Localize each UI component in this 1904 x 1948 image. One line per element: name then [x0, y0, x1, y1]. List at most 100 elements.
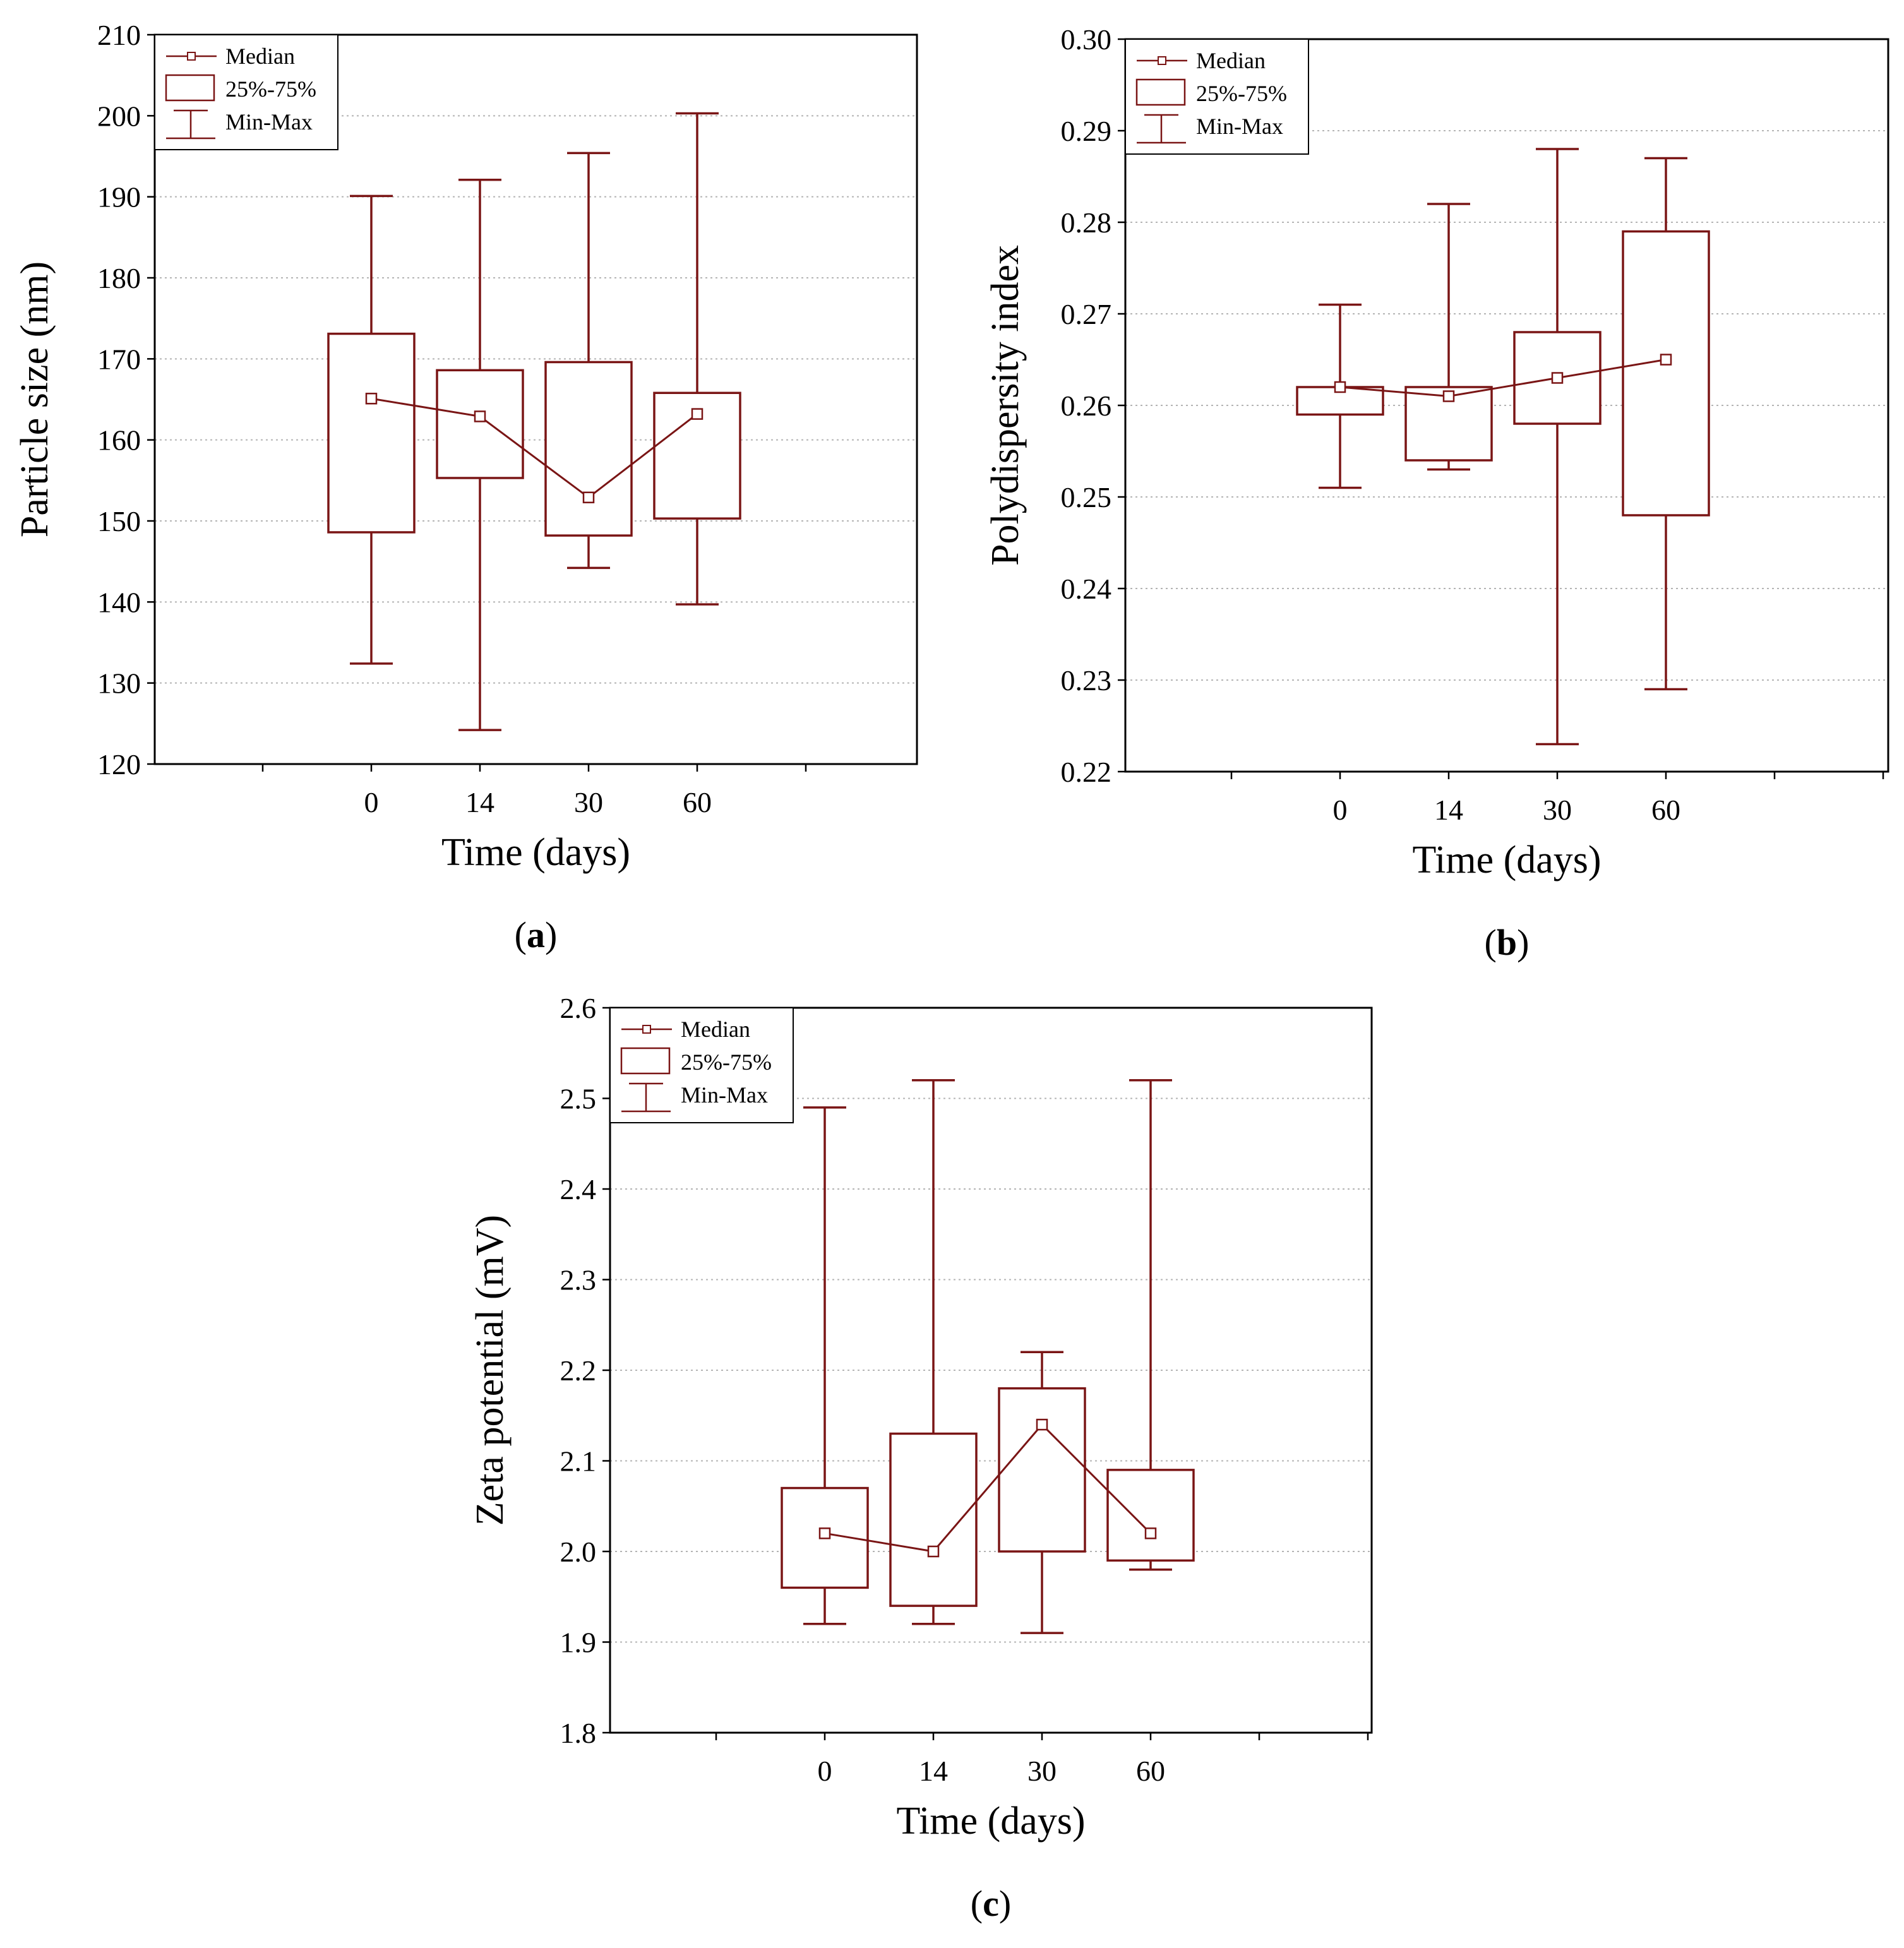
y-tick-label: 130 — [97, 667, 141, 700]
legend: Median 25%-75% Min-Max — [1125, 39, 1309, 155]
panel-label: (c) — [971, 1883, 1011, 1924]
chart-panel-b: 0.22 0.23 0.24 0.25 0.26 0.27 0.28 0.29 0.30 0 14 3… — [984, 23, 1889, 963]
y-tick-label: 0.29 — [1061, 115, 1112, 147]
median-marker — [691, 408, 704, 420]
median-marker — [582, 491, 595, 504]
x-tick-label: 60 — [683, 786, 712, 818]
median-line — [824, 1423, 1152, 1553]
y-axis-label: Particle size (nm) — [13, 261, 56, 537]
median-marker — [1442, 390, 1455, 402]
median-marker — [1660, 354, 1672, 366]
iqr-box — [889, 1432, 978, 1607]
panel-label-part: ) — [545, 914, 557, 955]
median-marker — [818, 1527, 831, 1539]
y-axis-label: Polydispersity index — [984, 245, 1027, 566]
y-tick-label: 2.4 — [560, 1173, 597, 1205]
panel-label-part: ( — [1485, 922, 1497, 963]
boxplot-0 — [1296, 303, 1384, 489]
boxplot-30 — [998, 1351, 1086, 1634]
panel-label-part: c — [983, 1883, 999, 1924]
panel-label-part: ) — [1517, 922, 1529, 963]
boxplot-60 — [1106, 1079, 1195, 1571]
y-tick-label: 160 — [97, 424, 141, 457]
y-tick-label: 0.28 — [1061, 206, 1112, 239]
y-tick-label: 2.5 — [560, 1083, 597, 1115]
plot-frame — [609, 1007, 1373, 1734]
median-marker — [365, 392, 378, 405]
median-marker — [474, 410, 486, 422]
y-tick-label: 200 — [97, 100, 141, 132]
median-marker — [1036, 1418, 1048, 1431]
median-marker — [1551, 372, 1564, 384]
x-axis-label: Time (days) — [1412, 839, 1601, 881]
panel-label-part: ) — [999, 1883, 1011, 1924]
y-tick-label: 0.27 — [1061, 298, 1112, 330]
y-tick-label: 0.25 — [1061, 481, 1112, 513]
median-marker — [927, 1545, 940, 1558]
legend-median-label: Median — [225, 44, 295, 69]
legend-quartiles-label: 25%-75% — [225, 76, 316, 102]
plot-frame — [1124, 38, 1889, 773]
legend-median-marker — [187, 52, 196, 61]
panel-label: (b) — [1485, 922, 1530, 963]
y-tick-label: 2.2 — [560, 1354, 597, 1387]
boxplot-60 — [1622, 157, 1710, 691]
x-tick-label: 30 — [1543, 794, 1572, 826]
y-tick-label: 140 — [97, 586, 141, 618]
panel-label-part: ( — [515, 914, 527, 955]
legend: Median 25%-75% Min-Max — [609, 1007, 794, 1123]
y-tick-label: 2.0 — [560, 1536, 597, 1568]
legend-box-swatch — [1135, 78, 1186, 106]
boxplot-30 — [544, 152, 633, 570]
legend-median-label: Median — [1196, 48, 1266, 73]
y-tick-label: 0.30 — [1061, 23, 1112, 56]
x-tick-label: 60 — [1651, 794, 1680, 826]
x-tick-label: 30 — [1027, 1755, 1057, 1787]
iqr-box — [436, 369, 524, 479]
x-tick-label: 0 — [818, 1755, 832, 1787]
median-line — [1339, 359, 1667, 398]
legend-median-label: Median — [681, 1017, 750, 1042]
legend-quartiles-label: 25%-75% — [681, 1049, 772, 1075]
chart-panel-c: 1.8 1.9 2.0 2.1 2.2 2.3 2.4 2.5 2.6 0 14 30 60 Time (… — [469, 992, 1373, 1924]
y-tick-label: 2.1 — [560, 1445, 597, 1478]
legend-minmax-label: Min-Max — [1196, 114, 1283, 139]
y-tick-label: 180 — [97, 262, 141, 294]
legend-median-marker — [642, 1025, 651, 1034]
y-tick-label: 1.9 — [560, 1627, 597, 1659]
y-tick-label: 170 — [97, 343, 141, 375]
panel-label: (a) — [515, 914, 558, 955]
y-tick-label: 0.22 — [1061, 756, 1112, 788]
boxplot-0 — [781, 1106, 869, 1625]
iqr-box — [544, 361, 633, 537]
legend-minmax-label: Min-Max — [681, 1082, 768, 1108]
y-tick-label: 120 — [97, 748, 141, 780]
x-axis-label: Time (days) — [441, 831, 630, 874]
x-tick-label: 30 — [574, 786, 603, 818]
panel-label-part: a — [527, 914, 545, 955]
y-tick-label: 0.24 — [1061, 573, 1112, 605]
chart-panel-a: 120 130 140 150 160 170 180 190 200 210 0 14 30 60 Tim… — [13, 19, 918, 955]
boxplot-14 — [1404, 203, 1493, 471]
median-marker — [1144, 1527, 1157, 1539]
iqr-box — [1106, 1469, 1195, 1562]
boxplot-14 — [889, 1079, 978, 1625]
x-tick-label: 14 — [465, 786, 494, 818]
iqr-box — [998, 1387, 1086, 1553]
y-tick-label: 190 — [97, 181, 141, 213]
x-tick-label: 0 — [364, 786, 379, 818]
legend: Median 25%-75% Min-Max — [154, 34, 338, 150]
plot-frame — [153, 33, 918, 765]
boxplot-0 — [327, 194, 416, 665]
y-tick-label: 2.3 — [560, 1264, 597, 1296]
x-tick-label: 60 — [1136, 1755, 1165, 1787]
x-tick-label: 0 — [1333, 794, 1348, 826]
median-marker — [1334, 381, 1346, 393]
x-axis-label: Time (days) — [896, 1800, 1085, 1843]
boxplot-14 — [436, 178, 524, 731]
legend-minmax-label: Min-Max — [225, 109, 313, 134]
x-tick-label: 14 — [919, 1755, 948, 1787]
panel-label-part: ( — [971, 1883, 983, 1924]
